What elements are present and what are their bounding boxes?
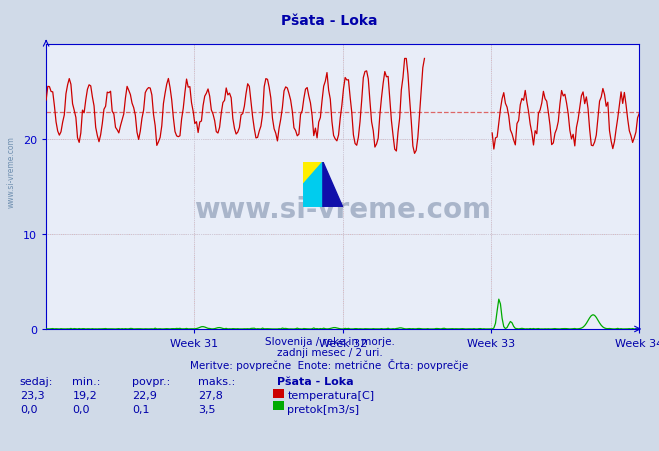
Text: Slovenija / reke in morje.: Slovenija / reke in morje. (264, 336, 395, 346)
Text: 0,1: 0,1 (132, 404, 150, 414)
Text: 22,9: 22,9 (132, 390, 157, 400)
Text: 23,3: 23,3 (20, 390, 44, 400)
Polygon shape (323, 162, 343, 207)
Text: Meritve: povprečne  Enote: metrične  Črta: povprečje: Meritve: povprečne Enote: metrične Črta:… (190, 359, 469, 371)
Text: povpr.:: povpr.: (132, 377, 170, 387)
Polygon shape (303, 162, 323, 207)
Polygon shape (303, 162, 323, 185)
Text: zadnji mesec / 2 uri.: zadnji mesec / 2 uri. (277, 347, 382, 357)
Text: pretok[m3/s]: pretok[m3/s] (287, 404, 359, 414)
Text: temperatura[C]: temperatura[C] (287, 390, 374, 400)
Text: 19,2: 19,2 (72, 390, 98, 400)
Text: 0,0: 0,0 (20, 404, 38, 414)
Text: 27,8: 27,8 (198, 390, 223, 400)
Text: www.si-vreme.com: www.si-vreme.com (194, 196, 491, 224)
Text: Pšata - Loka: Pšata - Loka (277, 377, 353, 387)
Text: sedaj:: sedaj: (20, 377, 53, 387)
Text: Pšata - Loka: Pšata - Loka (281, 14, 378, 28)
Text: maks.:: maks.: (198, 377, 235, 387)
Text: 0,0: 0,0 (72, 404, 90, 414)
Text: www.si-vreme.com: www.si-vreme.com (7, 135, 16, 207)
Text: min.:: min.: (72, 377, 101, 387)
Text: 3,5: 3,5 (198, 404, 215, 414)
